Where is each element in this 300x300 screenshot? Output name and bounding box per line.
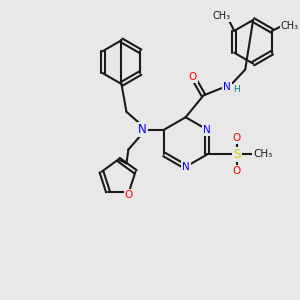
Text: CH₃: CH₃ xyxy=(281,21,299,31)
Text: N: N xyxy=(224,82,231,92)
Text: O: O xyxy=(125,190,133,200)
Text: N: N xyxy=(203,124,211,135)
Text: H: H xyxy=(233,85,240,94)
Text: N: N xyxy=(138,123,147,136)
Text: CH₃: CH₃ xyxy=(253,149,272,160)
Text: O: O xyxy=(188,71,197,82)
Text: N: N xyxy=(182,162,190,172)
Text: CH₃: CH₃ xyxy=(212,11,230,21)
Text: S: S xyxy=(233,148,241,161)
Text: O: O xyxy=(233,133,241,142)
Text: O: O xyxy=(233,166,241,176)
